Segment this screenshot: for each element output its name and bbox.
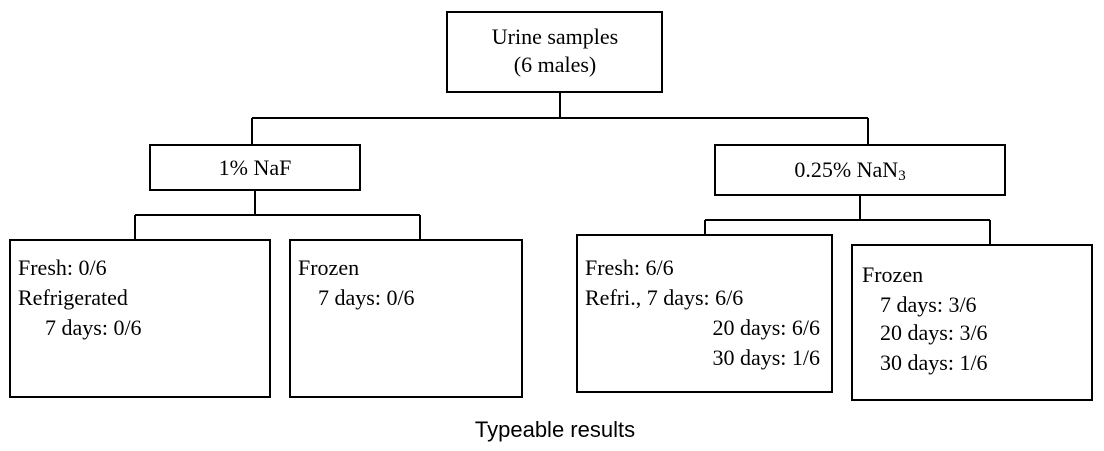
leaf-text: Fresh: 0/6 <box>18 255 107 280</box>
root-text: (6 males) <box>514 52 596 77</box>
root-box <box>446 11 663 93</box>
branch-label: 1% NaF <box>219 155 292 180</box>
leaf-text: 20 days: 3/6 <box>880 320 988 345</box>
leaf-text: Fresh: 6/6 <box>585 255 674 280</box>
leaf-text: Refrigerated <box>18 285 128 310</box>
leaf-text: Refri., 7 days: 6/6 <box>585 285 743 310</box>
leaf-text: Frozen <box>298 255 359 280</box>
connectors <box>134 92 991 245</box>
leaf-text: 30 days: 1/6 <box>880 350 988 375</box>
leaf-box <box>289 239 523 398</box>
root-text: Urine samples <box>492 24 618 49</box>
branch-label-subscript: 3 <box>898 168 906 184</box>
branch-label-main: 0.25% NaN <box>794 157 898 182</box>
leaf-text: Frozen <box>862 262 923 287</box>
leaf-box <box>851 244 1093 401</box>
leaf-box <box>9 239 271 398</box>
leaf-text: 20 days: 6/6 <box>712 315 820 340</box>
leaf-box <box>576 234 833 393</box>
leaf-text: 7 days: 0/6 <box>318 285 415 310</box>
leaf-text: 30 days: 1/6 <box>712 345 820 370</box>
leaf-text: 7 days: 3/6 <box>880 292 977 317</box>
caption: Typeable results <box>475 417 635 442</box>
branch-box <box>149 144 361 191</box>
leaf-text: 7 days: 0/6 <box>45 315 142 340</box>
branch-label: 0.25% NaN3 <box>794 157 905 184</box>
branch-box <box>714 144 1006 196</box>
